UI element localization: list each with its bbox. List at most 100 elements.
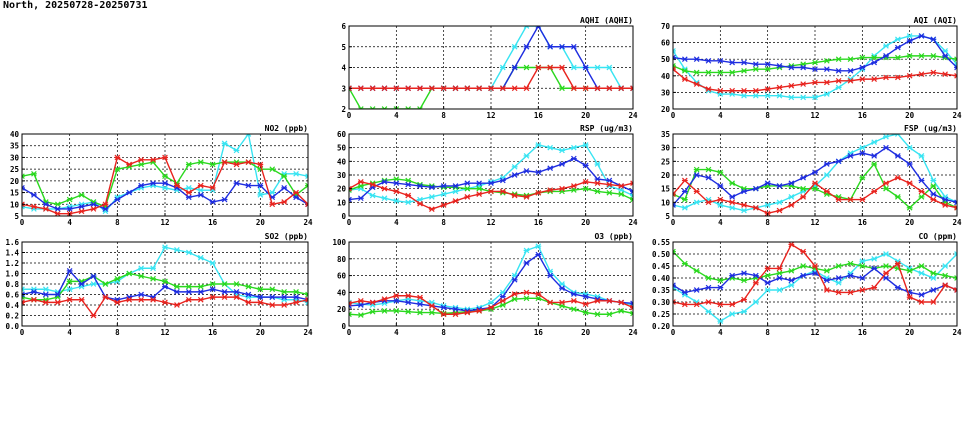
- data-point-blue: [547, 43, 554, 50]
- x-tick-label: 12: [810, 328, 819, 337]
- x-tick-label: 20: [581, 218, 591, 227]
- x-tick-label: 4: [67, 218, 72, 227]
- data-point-red: [894, 74, 901, 81]
- data-point-red: [162, 299, 168, 306]
- y-tick-label: 20: [337, 305, 347, 314]
- data-point-green: [717, 169, 724, 176]
- data-point-green: [221, 281, 228, 287]
- y-tick-label: 3: [341, 84, 346, 93]
- data-point-blue: [31, 192, 37, 198]
- data-point-red: [835, 289, 842, 296]
- data-point-green: [126, 270, 133, 277]
- data-point-blue: [293, 294, 299, 300]
- x-tick-label: 4: [394, 111, 399, 120]
- data-point-red: [764, 86, 771, 92]
- data-point-green: [693, 267, 700, 274]
- data-point-blue: [800, 174, 807, 181]
- data-point-red: [417, 85, 423, 92]
- data-point-red: [547, 299, 554, 306]
- data-point-red: [547, 64, 554, 71]
- data-point-blue: [257, 294, 264, 300]
- data-point-blue: [440, 183, 447, 189]
- data-point-blue: [717, 183, 724, 189]
- series-group: [349, 26, 633, 109]
- data-point-red: [42, 206, 49, 212]
- data-point-blue: [417, 301, 423, 307]
- data-point-blue: [535, 26, 542, 29]
- data-point-blue: [871, 59, 878, 66]
- series-line-cyan: [349, 144, 633, 204]
- data-point-red: [357, 85, 364, 92]
- data-point-green: [630, 196, 633, 203]
- y-tick-label: 1.6: [5, 238, 19, 247]
- data-point-red: [764, 265, 771, 272]
- data-point-blue: [764, 279, 771, 286]
- x-tick-label: 16: [208, 328, 218, 337]
- data-point-red: [930, 196, 937, 203]
- data-point-blue: [42, 201, 49, 208]
- data-point-green: [729, 69, 736, 76]
- data-point-cyan: [594, 64, 601, 71]
- data-point-red: [954, 287, 957, 293]
- data-point-cyan: [221, 140, 228, 147]
- data-point-cyan: [618, 187, 625, 193]
- data-point-green: [906, 53, 913, 59]
- data-point-blue: [859, 150, 866, 156]
- data-point-cyan: [393, 198, 400, 204]
- data-point-cyan: [930, 275, 937, 281]
- data-point-green: [281, 173, 288, 179]
- data-point-red: [114, 154, 121, 161]
- data-point-red: [114, 299, 121, 306]
- data-point-cyan: [269, 189, 276, 196]
- data-point-cyan: [570, 144, 577, 151]
- data-point-red: [464, 85, 471, 92]
- data-point-blue: [535, 169, 542, 176]
- data-point-green: [185, 161, 192, 168]
- y-tick-label: 40: [337, 157, 347, 166]
- data-point-cyan: [150, 265, 156, 272]
- data-point-green: [906, 204, 913, 211]
- data-point-red: [174, 302, 180, 308]
- x-tick-label: 8: [765, 218, 770, 227]
- data-point-red: [138, 296, 145, 303]
- x-tick-label: 8: [441, 111, 446, 120]
- data-point-red: [90, 312, 97, 319]
- series-group: [673, 242, 957, 325]
- data-point-red: [138, 156, 145, 163]
- data-point-cyan: [22, 286, 25, 293]
- data-point-green: [102, 281, 109, 287]
- data-point-green: [618, 191, 625, 197]
- data-point-green: [476, 185, 483, 192]
- data-point-green: [357, 106, 364, 109]
- data-point-cyan: [883, 251, 889, 257]
- data-point-blue: [570, 155, 577, 162]
- data-point-blue: [78, 203, 85, 210]
- data-point-blue: [812, 66, 818, 72]
- data-point-blue: [281, 294, 288, 300]
- data-point-blue: [357, 302, 364, 308]
- data-point-cyan: [90, 281, 97, 287]
- data-point-cyan: [788, 194, 795, 200]
- data-point-red: [835, 77, 842, 84]
- data-point-blue: [245, 182, 252, 189]
- data-point-red: [428, 303, 435, 309]
- data-point-cyan: [594, 161, 601, 167]
- data-point-cyan: [823, 172, 830, 178]
- data-point-red: [906, 72, 913, 79]
- y-tick-label: 0.8: [5, 280, 19, 289]
- data-point-red: [452, 85, 459, 92]
- data-point-red: [618, 85, 625, 92]
- data-point-blue: [393, 297, 400, 304]
- data-point-cyan: [499, 64, 506, 71]
- data-point-green: [523, 295, 530, 302]
- data-point-blue: [681, 289, 688, 296]
- chart-aqhi: 0 4 8 12 16 20 24 2 3 4 5 6 AQHI (AQHI): [341, 16, 638, 120]
- data-point-red: [606, 181, 613, 188]
- y-tick-label: 60: [661, 39, 671, 48]
- data-point-blue: [741, 188, 747, 195]
- data-point-green: [570, 306, 577, 313]
- data-point-cyan: [185, 185, 192, 191]
- data-point-blue: [511, 276, 518, 283]
- data-point-red: [883, 270, 889, 277]
